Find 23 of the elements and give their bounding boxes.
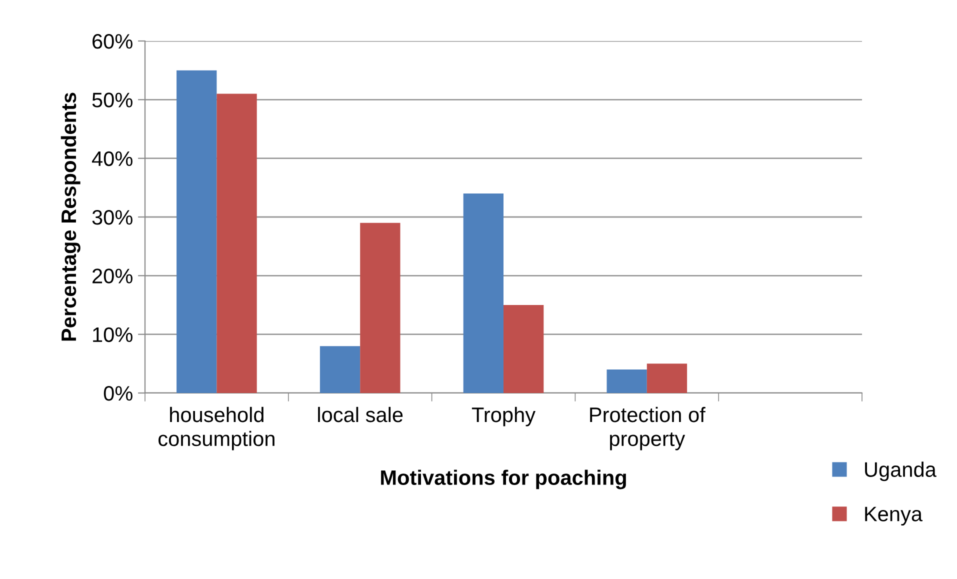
y-tick-label: 10%: [93, 327, 132, 342]
y-tick-label: 50%: [92, 92, 132, 108]
y-tick-label: 30%: [92, 210, 132, 225]
legend-label: Kenya: [865, 506, 923, 526]
y-tick-label: 60%: [92, 34, 132, 49]
bar: [504, 305, 544, 393]
x-tick-label: local sale: [318, 406, 403, 422]
bar: [360, 222, 400, 393]
y-tick-label: 20%: [92, 268, 132, 284]
bar: [646, 364, 688, 393]
bar: [606, 370, 647, 393]
y-tick-label: 40%: [92, 151, 132, 166]
x-axis-title: Motivations for poaching: [381, 470, 626, 490]
bar: [320, 346, 360, 393]
y-axis-title: Percentage Respondents: [60, 92, 80, 341]
x-tick-label: household consumption: [158, 406, 274, 450]
legend-label: Uganda: [865, 462, 936, 482]
x-tick-label: Trophy: [472, 406, 536, 426]
bar: [463, 194, 504, 393]
x-tick-label: Protection of property: [590, 406, 706, 450]
bar: [176, 70, 217, 393]
bar: [216, 94, 257, 393]
y-tick-label: 0%: [104, 386, 132, 401]
